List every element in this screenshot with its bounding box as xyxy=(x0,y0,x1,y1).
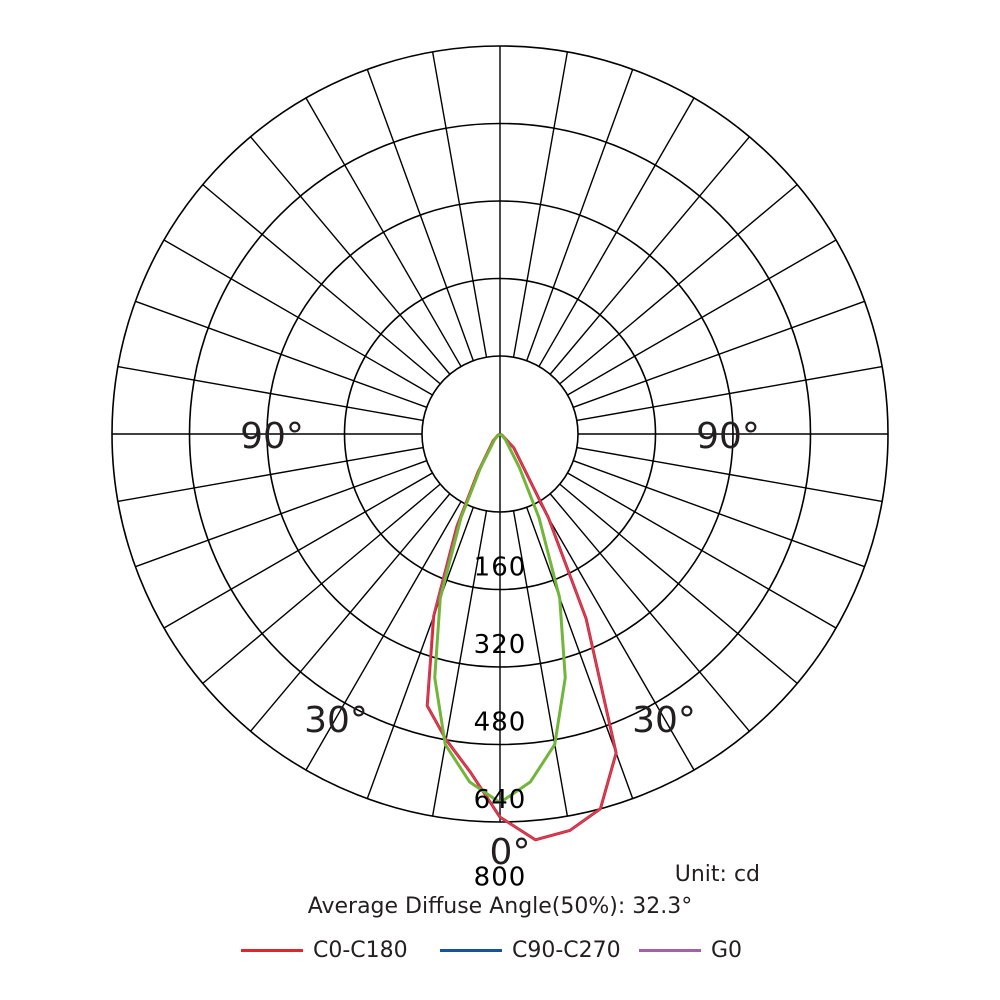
grid-spoke xyxy=(305,97,462,367)
grid-spoke xyxy=(538,501,695,771)
radial-tick-label: 160 xyxy=(474,553,527,583)
legend-label: G0 xyxy=(711,937,743,963)
legend-swatch xyxy=(440,948,502,952)
grid-spoke xyxy=(559,184,798,385)
grid-spoke xyxy=(431,51,488,358)
grid-spoke xyxy=(526,69,634,361)
legend: C0-C180 C90-C270 G0 xyxy=(0,934,1000,966)
legend-swatch xyxy=(639,948,701,952)
grid-spoke xyxy=(559,483,798,684)
legend-item-c90-c270: C90-C270 xyxy=(440,934,621,966)
grid-spoke xyxy=(135,300,427,408)
legend-item-c0-c180: C0-C180 xyxy=(241,934,408,966)
grid-spoke xyxy=(163,472,433,629)
legend-label: C90-C270 xyxy=(512,937,621,963)
legend-swatch xyxy=(241,948,303,952)
grid-spoke xyxy=(573,460,865,568)
grid-spoke xyxy=(573,300,865,408)
grid-spoke xyxy=(250,136,451,375)
angle-label: 0° xyxy=(490,832,531,873)
grid-spoke xyxy=(512,51,569,358)
grid-spoke xyxy=(576,446,883,503)
grid-spoke xyxy=(202,483,441,684)
grid-spoke xyxy=(117,446,424,503)
grid-spoke xyxy=(549,493,750,732)
grid-spoke xyxy=(512,510,569,817)
grid-spoke xyxy=(135,460,427,568)
grid-spoke xyxy=(202,184,441,385)
grid-spoke xyxy=(567,239,837,396)
radial-tick-label: 480 xyxy=(474,708,527,738)
grid-spoke xyxy=(366,507,474,799)
diffuse-angle-label: Average Diffuse Angle(50%): 32.3° xyxy=(307,894,693,919)
angle-label: 90° xyxy=(696,416,760,457)
series-line-series-3 xyxy=(433,432,567,805)
radial-tick-label: 320 xyxy=(474,630,527,660)
grid-spoke xyxy=(549,136,750,375)
grid-spoke xyxy=(305,501,462,771)
grid-spoke xyxy=(117,365,424,422)
grid-spoke xyxy=(576,365,883,422)
grid-spoke xyxy=(567,472,837,629)
grid-spoke xyxy=(431,510,488,817)
radial-tick-label: 800 xyxy=(474,863,527,893)
unit-label: Unit: cd xyxy=(674,862,760,887)
angle-label: 30° xyxy=(304,700,368,741)
angle-label: 90° xyxy=(240,416,304,457)
grid-spoke xyxy=(163,239,433,396)
angle-label: 30° xyxy=(632,700,696,741)
legend-label: C0-C180 xyxy=(313,937,408,963)
grid-spoke xyxy=(538,97,695,367)
legend-item-g0: G0 xyxy=(639,934,742,966)
grid-spoke xyxy=(366,69,474,361)
grid-spoke xyxy=(250,493,451,732)
radial-tick-label: 640 xyxy=(474,785,527,815)
